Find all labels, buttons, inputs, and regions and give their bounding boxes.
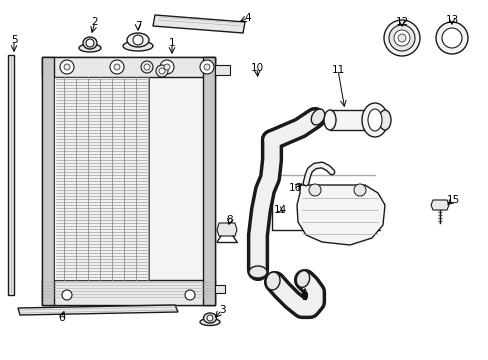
Polygon shape (203, 57, 215, 305)
Text: 9: 9 (301, 292, 307, 302)
Polygon shape (153, 15, 244, 33)
Polygon shape (42, 57, 54, 305)
Text: 6: 6 (59, 313, 65, 323)
Text: 12: 12 (395, 17, 408, 27)
Ellipse shape (378, 110, 390, 130)
Ellipse shape (324, 110, 335, 130)
Circle shape (441, 28, 461, 48)
Polygon shape (18, 305, 178, 315)
Polygon shape (217, 223, 237, 236)
Circle shape (64, 64, 70, 70)
Circle shape (156, 65, 168, 77)
Circle shape (163, 64, 170, 70)
Circle shape (383, 20, 419, 56)
Polygon shape (8, 55, 14, 295)
Polygon shape (42, 57, 215, 77)
Polygon shape (430, 200, 448, 210)
Circle shape (353, 184, 365, 196)
Circle shape (62, 290, 72, 300)
Circle shape (308, 184, 320, 196)
Text: 1: 1 (168, 38, 175, 48)
Text: 16: 16 (288, 183, 301, 193)
Text: 4: 4 (244, 13, 251, 23)
Text: 3: 3 (218, 305, 225, 315)
Ellipse shape (296, 271, 309, 287)
Polygon shape (329, 110, 384, 130)
Bar (54, 77, 149, 280)
Circle shape (133, 35, 142, 45)
Circle shape (160, 60, 174, 74)
Circle shape (114, 64, 120, 70)
Circle shape (397, 34, 405, 42)
Text: 13: 13 (445, 15, 458, 25)
Circle shape (60, 60, 74, 74)
Ellipse shape (265, 272, 280, 290)
Ellipse shape (367, 109, 381, 131)
Circle shape (110, 60, 124, 74)
Ellipse shape (203, 313, 216, 323)
Ellipse shape (248, 266, 266, 278)
Polygon shape (296, 185, 384, 245)
Polygon shape (42, 280, 215, 305)
Circle shape (86, 39, 94, 47)
Ellipse shape (79, 44, 101, 52)
Text: 5: 5 (11, 35, 17, 45)
Ellipse shape (83, 37, 97, 49)
Ellipse shape (127, 33, 149, 47)
Circle shape (206, 315, 213, 321)
Circle shape (435, 22, 467, 54)
Text: 10: 10 (250, 63, 263, 73)
Circle shape (200, 60, 214, 74)
Ellipse shape (200, 319, 220, 325)
Ellipse shape (123, 41, 153, 51)
Polygon shape (215, 285, 224, 293)
Text: 14: 14 (273, 205, 286, 215)
Circle shape (141, 61, 153, 73)
Text: 11: 11 (331, 65, 344, 75)
Circle shape (159, 68, 164, 74)
Circle shape (203, 64, 209, 70)
Text: 15: 15 (446, 195, 459, 205)
Ellipse shape (361, 103, 387, 137)
Circle shape (388, 25, 414, 51)
Circle shape (143, 64, 150, 70)
Circle shape (184, 290, 195, 300)
Bar (42, 57, 215, 305)
Circle shape (393, 30, 409, 46)
Polygon shape (215, 65, 229, 75)
Text: 7: 7 (134, 21, 141, 31)
Text: 8: 8 (226, 215, 233, 225)
Ellipse shape (311, 109, 324, 125)
Text: 2: 2 (92, 17, 98, 27)
